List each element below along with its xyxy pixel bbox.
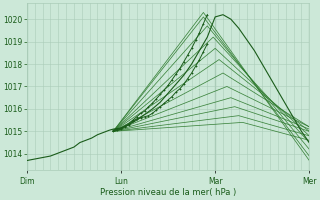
X-axis label: Pression niveau de la mer( hPa ): Pression niveau de la mer( hPa ) xyxy=(100,188,236,197)
